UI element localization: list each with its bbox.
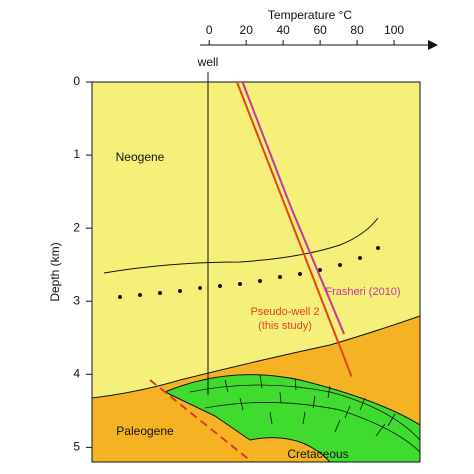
y-tick-label: 0	[73, 74, 80, 88]
dotted-horizon	[118, 246, 380, 299]
geology	[92, 82, 420, 462]
x-tick-label: 40	[276, 23, 290, 37]
cretaceous-label: Cretaceous	[287, 447, 348, 461]
y-axis-title: Depth (km)	[48, 242, 62, 301]
x-tick-label: 80	[350, 23, 364, 37]
series-label: Pseudo-well 2 (this study)	[250, 306, 320, 332]
x-tick-label: 60	[313, 23, 327, 37]
x-axis-title: Temperature °C	[268, 8, 352, 22]
x-axis-arrow	[428, 40, 438, 50]
x-tick-label: 20	[240, 23, 254, 37]
brick-pattern	[189, 374, 420, 453]
series-label: Frasheri (2010)	[325, 286, 401, 298]
plot-frame	[91, 81, 421, 463]
y-tick-label: 1	[73, 147, 80, 161]
y-tick-label: 3	[73, 293, 80, 307]
cretaceous-layer	[163, 374, 420, 462]
well-label: well	[197, 55, 219, 69]
x-tick-label: 0	[206, 23, 213, 37]
series-line	[236, 81, 353, 377]
y-tick-label: 5	[73, 440, 80, 454]
fault	[149, 379, 253, 462]
y-tick-label: 4	[73, 366, 80, 380]
series-line	[241, 81, 346, 335]
unconformity	[103, 217, 379, 274]
x-tick-label: 100	[384, 23, 404, 37]
paleogene-label: Paleogene	[116, 424, 174, 438]
neogene-label: Neogene	[116, 150, 165, 164]
y-tick-label: 2	[73, 220, 80, 234]
